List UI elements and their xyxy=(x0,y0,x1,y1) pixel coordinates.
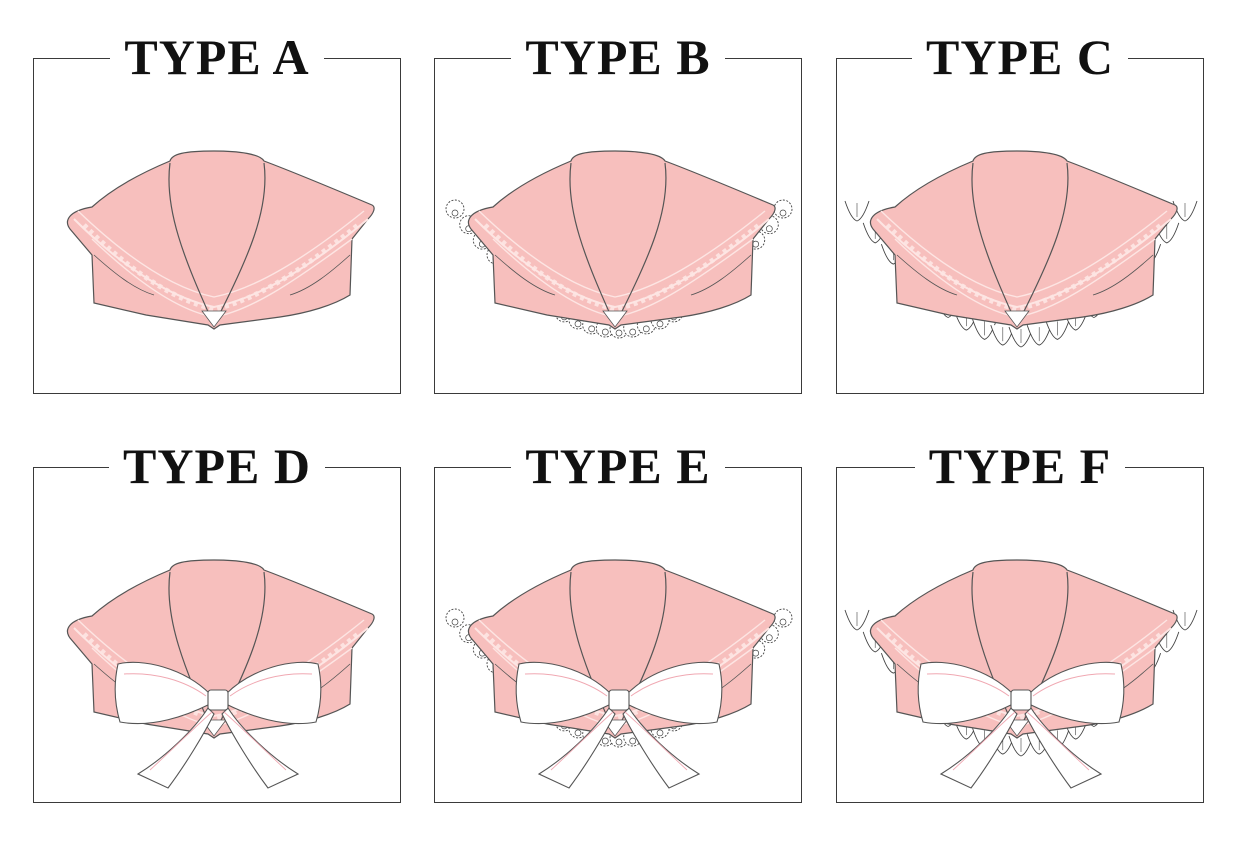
sailor-collar xyxy=(66,559,375,739)
ruffle-collar-with-bow-illustration xyxy=(844,559,1198,789)
collar-option-type-f[interactable]: TYPE F xyxy=(836,436,1204,803)
panel-title: TYPE C xyxy=(912,27,1128,87)
panel-title: TYPE D xyxy=(109,436,325,496)
ruffle-collar-illustration xyxy=(844,150,1198,348)
collar-option-type-d[interactable]: TYPE D xyxy=(33,436,401,803)
bow-ribbon xyxy=(114,661,322,789)
lace-collar-illustration xyxy=(445,150,793,339)
collar-option-type-b[interactable]: TYPE B xyxy=(434,27,802,394)
lace-collar-with-bow-illustration xyxy=(445,559,793,789)
panel-title: TYPE B xyxy=(511,27,725,87)
sailor-collar xyxy=(467,150,776,330)
collar-option-type-c[interactable]: TYPE C xyxy=(836,27,1204,394)
collar-with-bow-illustration xyxy=(66,559,375,789)
collar-option-type-e[interactable]: TYPE E xyxy=(434,436,802,803)
panel-title: TYPE F xyxy=(914,436,1126,496)
sailor-collar xyxy=(66,150,375,330)
panel-title: TYPE E xyxy=(511,436,725,496)
panel-title: TYPE A xyxy=(110,27,324,87)
sailor-collar xyxy=(467,559,776,739)
sailor-collar xyxy=(869,559,1178,739)
sailor-collar xyxy=(869,150,1178,330)
sailor-collar-illustration xyxy=(66,150,375,330)
bow-ribbon xyxy=(917,661,1125,789)
bow-ribbon xyxy=(515,661,723,789)
collar-option-type-a[interactable]: TYPE A xyxy=(33,27,401,394)
